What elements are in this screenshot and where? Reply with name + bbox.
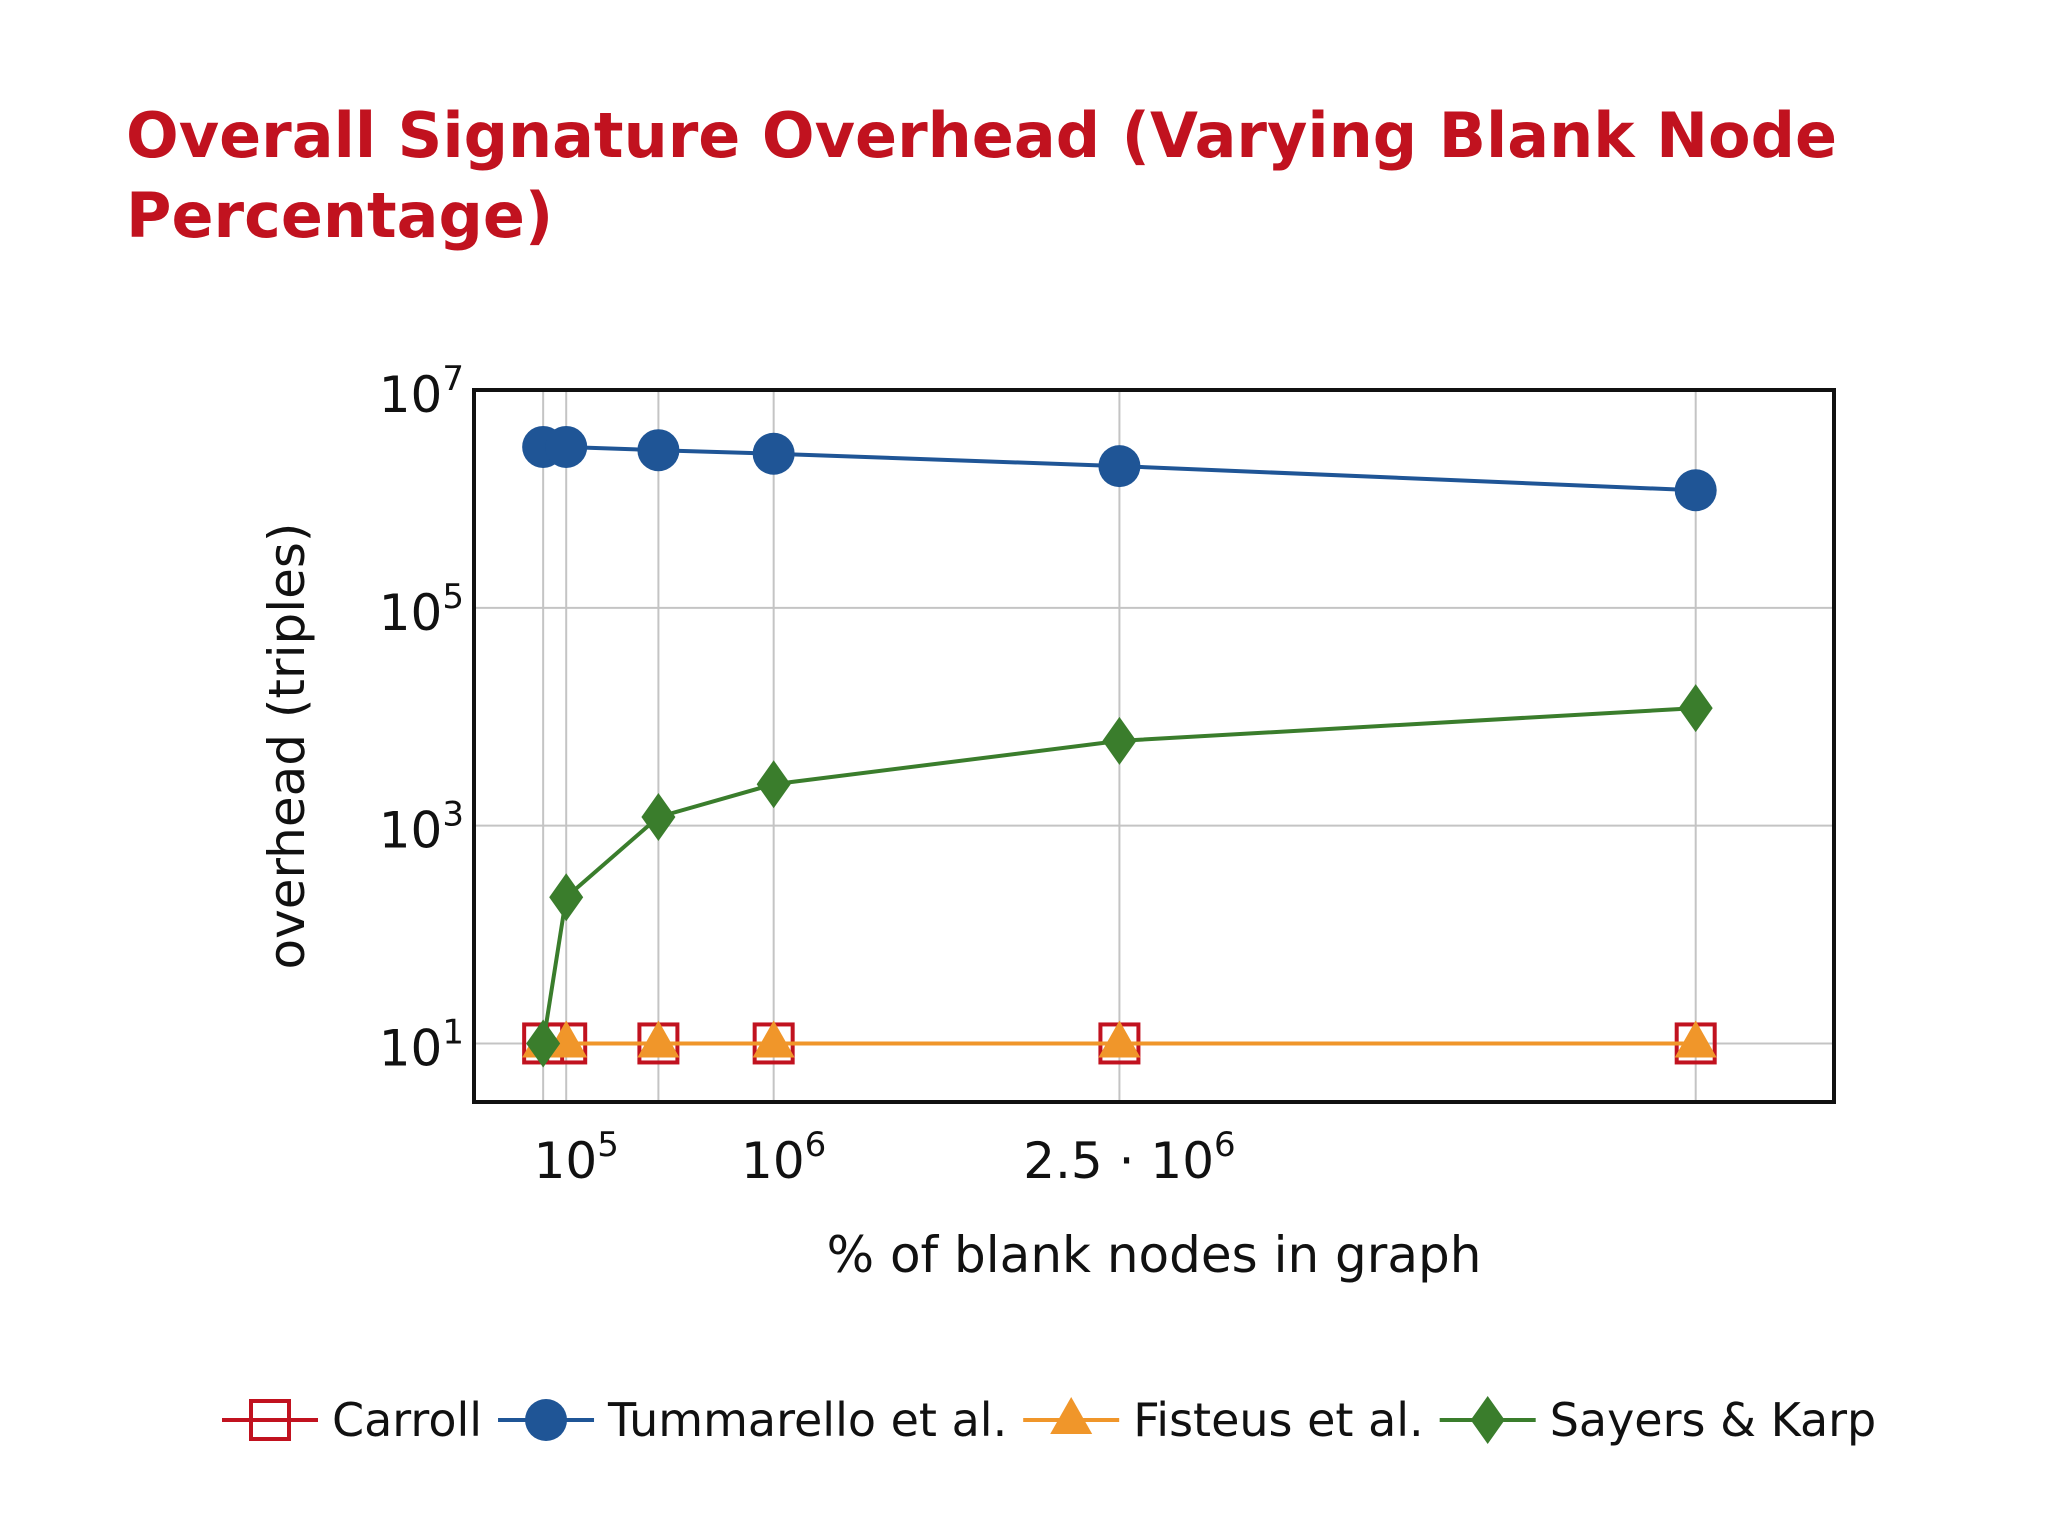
legend-marker-0 [249,1399,291,1441]
series-3-point-1 [549,873,584,922]
y-axis-label: overhead (triples) [258,523,316,970]
series-1-point-5 [1674,469,1717,512]
plot-frame [472,388,1836,1104]
legend-label-0: Carroll [332,1393,482,1447]
series-2-point-4 [1098,1020,1141,1058]
legend-marker-1 [525,1399,568,1441]
series-3-point-4 [1102,716,1137,765]
series-1 [522,425,1717,512]
series-3-point-5 [1678,684,1713,733]
x-tick-label-2: 2.5 · 106 [1023,1125,1235,1190]
series-2-point-2 [637,1020,680,1058]
slide-title: Overall Signature Overhead (Varying Blan… [126,99,1837,252]
x-axis-label: % of blank nodes in graph [827,1226,1482,1284]
series-1-point-3 [752,432,795,475]
series-3-point-0 [526,1019,561,1068]
legend-marker-2 [1050,1397,1093,1434]
y-tick-label-1: 103 [379,795,464,860]
y-tick-label-3: 107 [379,359,464,424]
series-3-point-2 [641,793,676,842]
tick-labels: 101 103 105 107 105 106 2.5 · 106 [379,359,1236,1190]
x-tick-label-1: 106 [741,1125,826,1190]
series-3-point-3 [756,760,791,809]
legend: Carroll Tummarello et al. Fisteus et al. Sa… [222,1393,1876,1447]
series-layer [522,425,1717,1068]
grid-lines [474,389,1834,1102]
legend-label-1: Tummarello et al. [607,1393,1007,1447]
legend-label-3: Sayers & Karp [1550,1393,1877,1447]
series-2 [522,1020,1717,1058]
series-1-point-2 [637,429,680,472]
x-tick-label-0: 105 [534,1125,619,1190]
legend-item-0: Carroll [222,1393,482,1447]
legend-label-2: Fisteus et al. [1133,1393,1424,1447]
series-line-3 [541,706,1696,1044]
series-2-point-3 [752,1020,795,1058]
legend-marker-3 [1470,1396,1505,1444]
legend-item-2: Fisteus et al. [1023,1393,1424,1447]
y-tick-label-2: 105 [379,577,464,642]
series-2-point-5 [1674,1020,1717,1058]
legend-item-3: Sayers & Karp [1439,1393,1877,1447]
legend-item-1: Tummarello et al. [498,1393,1007,1447]
series-3 [526,684,1713,1068]
y-tick-label-0: 101 [379,1012,464,1077]
series-1-point-4 [1098,445,1141,488]
series-1-point-1 [545,425,588,468]
